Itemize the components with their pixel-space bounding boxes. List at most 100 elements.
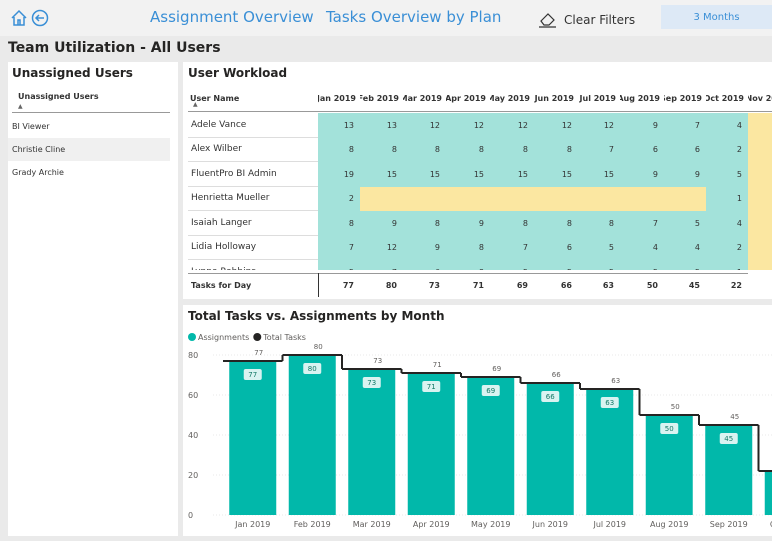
cell-value: [748, 113, 772, 138]
cell-value: 8: [446, 235, 490, 260]
cell-value: 15: [534, 162, 578, 187]
cell-value: 2: [318, 186, 360, 211]
cell-value: 8: [578, 211, 620, 236]
clear-filters[interactable]: Clear Filters: [564, 13, 636, 27]
x-tick-label: Jan 2019: [234, 520, 270, 529]
user-row[interactable]: Christie Cline: [8, 138, 170, 161]
nav-link[interactable]: Assignment Overview: [150, 8, 314, 26]
cell-value: 5: [664, 260, 706, 270]
column-header[interactable]: Jun 2019: [534, 86, 578, 112]
cell-value: 8: [490, 137, 534, 162]
total-value: 77: [318, 273, 360, 297]
bar-label: 50: [665, 425, 674, 433]
cell-value: 7: [360, 260, 403, 270]
y-tick-label: 20: [188, 471, 198, 480]
bar-label: 66: [546, 393, 555, 401]
panel-title: Unassigned Users: [12, 66, 133, 80]
cell-value: [446, 186, 490, 211]
cell-value: 7: [664, 113, 706, 138]
column-header[interactable]: Jan 2019: [318, 86, 360, 112]
column-header[interactable]: May 2019: [490, 86, 534, 112]
user-row[interactable]: BI Viewer: [12, 122, 50, 131]
column-header[interactable]: Oct 2019: [706, 86, 748, 112]
x-tick-label: Jun 2019: [532, 520, 568, 529]
cell-value: [748, 211, 772, 236]
cell-value: 6: [620, 137, 664, 162]
column-header[interactable]: Nov 2019: [748, 86, 772, 112]
y-tick-label: 0: [188, 511, 193, 520]
bar: [348, 369, 396, 515]
total-value: 69: [490, 273, 534, 297]
bar-label-box: [422, 381, 441, 392]
sort-caret: ▲: [193, 101, 198, 108]
column-header[interactable]: Apr 2019: [446, 86, 490, 112]
cell-value: 1: [706, 260, 748, 270]
unassigned-panel: Unassigned Users Unassigned Users ▲ BI V…: [8, 62, 178, 536]
cell-value: 7: [620, 211, 664, 236]
page-title: Team Utilization - All Users: [8, 40, 221, 56]
column-header[interactable]: Feb 2019: [360, 86, 403, 112]
sort-caret: ▲: [18, 103, 23, 110]
chart-panel: Total Tasks vs. Assignments by Month Ass…: [183, 305, 772, 536]
bar: [526, 383, 574, 515]
cell-value: 13: [318, 113, 360, 138]
cell-value: 4: [620, 235, 664, 260]
row-name: Alex Wilber: [188, 138, 318, 162]
bar-label: 69: [486, 387, 495, 395]
bar-label: 71: [427, 383, 436, 391]
cell-value: 12: [446, 113, 490, 138]
workload-panel: User Workload ▲ Adele Vance 13 13 12 12 12 12 1…: [183, 62, 772, 299]
column-header[interactable]: Mar 2019: [403, 86, 446, 112]
chart-title: Total Tasks vs. Assignments by Month: [188, 309, 445, 323]
cell-value: 7: [318, 235, 360, 260]
column-header[interactable]: Unassigned Users: [18, 92, 99, 101]
cell-value: 15: [446, 162, 490, 187]
cell-value: 4: [664, 235, 706, 260]
bar-label-box: [481, 385, 500, 396]
legend-label: Total Tasks: [262, 333, 306, 342]
column-header[interactable]: User Name: [188, 86, 318, 112]
column-header[interactable]: Sep 2019: [664, 86, 706, 112]
cell-value: [748, 137, 772, 162]
line-label: 77: [254, 349, 263, 357]
total-value: 66: [534, 273, 578, 297]
cell-value: [534, 186, 578, 211]
nav-link[interactable]: Tasks Overview by Plan: [326, 8, 502, 26]
cell-value: 12: [534, 113, 578, 138]
nav-icons[interactable]: [10, 8, 50, 28]
cell-value: 8: [534, 211, 578, 236]
total-value: 50: [620, 273, 664, 297]
cell-value: 5: [578, 260, 620, 270]
cell-value: 8: [360, 137, 403, 162]
column-header[interactable]: Jul 2019: [578, 86, 620, 112]
cell-value: 8: [534, 137, 578, 162]
legend-label: Assignments: [198, 333, 249, 342]
bar: [586, 389, 634, 515]
cell-value: 15: [360, 162, 403, 187]
cell-value: 5: [706, 162, 748, 187]
x-tick-label: Feb 2019: [294, 520, 331, 529]
step-connectors: [281, 355, 760, 471]
cell-value: 8: [446, 260, 490, 270]
line-label: 45: [730, 413, 739, 421]
user-row[interactable]: Grady Archie: [12, 168, 64, 177]
bar-label: 80: [308, 365, 317, 373]
row-name: Lidia Holloway: [188, 236, 318, 260]
bar-label: 63: [605, 399, 614, 407]
cell-value: 8: [490, 211, 534, 236]
bar: [288, 355, 336, 515]
bar-label-box: [362, 377, 381, 388]
bar-label: 77: [248, 371, 257, 379]
x-tick-label: Jul 2019: [592, 520, 626, 529]
cell-value: 6: [403, 260, 446, 270]
cell-value: 6: [664, 137, 706, 162]
period-button[interactable]: 3 Months: [661, 5, 772, 29]
x-tick-label: Apr 2019: [413, 520, 450, 529]
column-header[interactable]: Aug 2019: [620, 86, 664, 112]
row-name: Isaiah Langer: [188, 211, 318, 236]
line-label: 73: [373, 357, 382, 365]
total-value: 80: [360, 273, 403, 297]
bar-label-box: [660, 423, 679, 434]
cell-value: [748, 186, 772, 211]
cell-value: 9: [403, 235, 446, 260]
